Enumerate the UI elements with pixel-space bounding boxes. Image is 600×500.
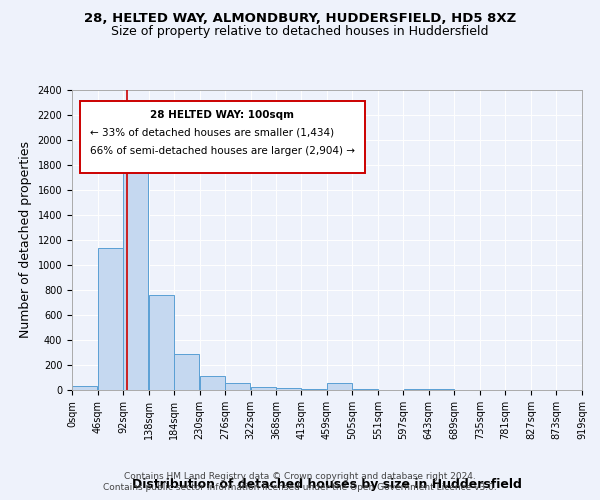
Bar — [327, 383, 352, 390]
Y-axis label: Number of detached properties: Number of detached properties — [19, 142, 32, 338]
Bar — [251, 387, 276, 390]
FancyBboxPatch shape — [80, 100, 365, 172]
Bar — [72, 386, 97, 390]
Bar — [149, 295, 174, 390]
Bar — [277, 388, 301, 390]
Text: Contains HM Land Registry data © Crown copyright and database right 2024.: Contains HM Land Registry data © Crown c… — [124, 472, 476, 481]
Bar — [124, 145, 148, 390]
Text: Size of property relative to detached houses in Huddersfield: Size of property relative to detached ho… — [111, 25, 489, 38]
Bar — [175, 354, 199, 390]
Text: Contains public sector information licensed under the Open Government Licence v3: Contains public sector information licen… — [103, 483, 497, 492]
Text: ← 33% of detached houses are smaller (1,434): ← 33% of detached houses are smaller (1,… — [90, 128, 334, 138]
Bar — [200, 376, 225, 390]
Text: 28 HELTED WAY: 100sqm: 28 HELTED WAY: 100sqm — [151, 110, 295, 120]
Bar — [226, 383, 250, 390]
X-axis label: Distribution of detached houses by size in Huddersfield: Distribution of detached houses by size … — [132, 478, 522, 491]
Bar — [98, 248, 123, 390]
Text: 28, HELTED WAY, ALMONDBURY, HUDDERSFIELD, HD5 8XZ: 28, HELTED WAY, ALMONDBURY, HUDDERSFIELD… — [84, 12, 516, 26]
Bar — [301, 389, 326, 390]
Text: 66% of semi-detached houses are larger (2,904) →: 66% of semi-detached houses are larger (… — [90, 146, 355, 156]
